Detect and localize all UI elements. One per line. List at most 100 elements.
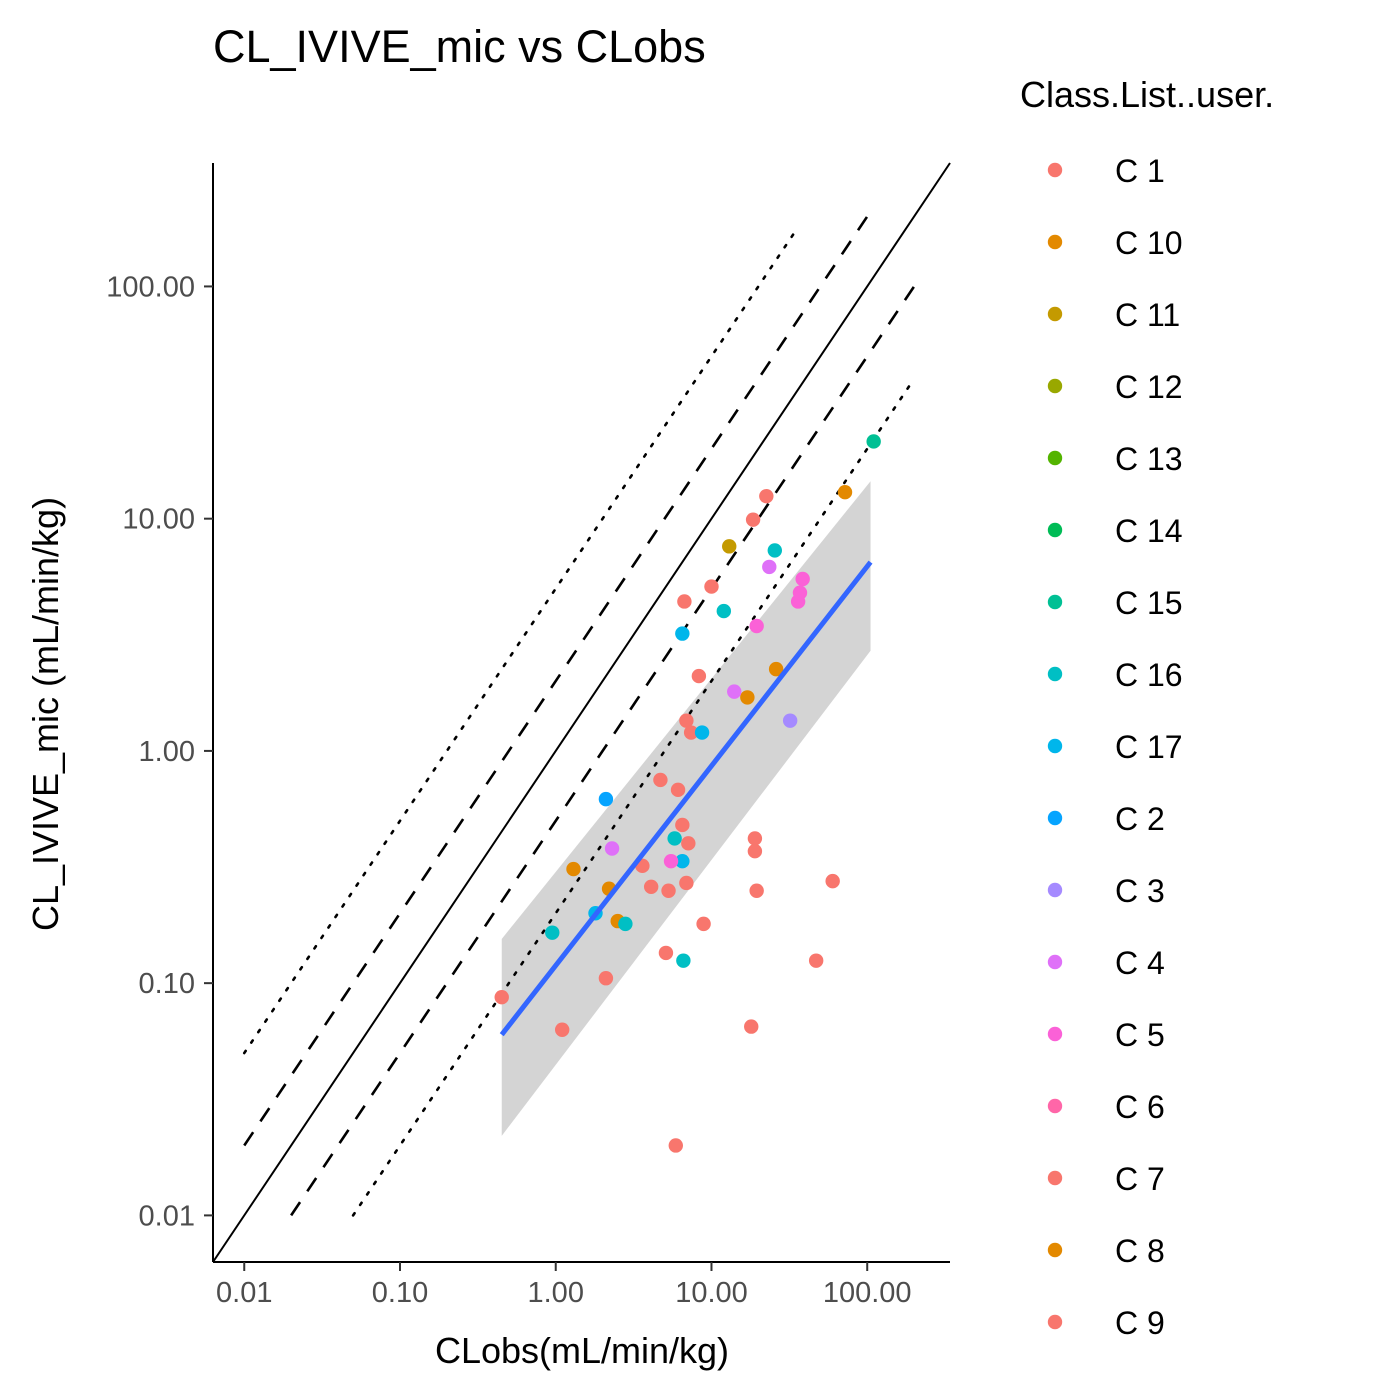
legend-key [1047, 594, 1063, 610]
data-point [683, 725, 699, 740]
legend-label: C 7 [1115, 1161, 1165, 1197]
legend-label: C 9 [1115, 1305, 1165, 1341]
x-tick-label: 100.00 [823, 1277, 912, 1309]
data-point [704, 579, 719, 594]
data-point [675, 817, 690, 833]
data-point [618, 916, 633, 932]
legend-label: C 1 [1115, 153, 1165, 189]
legend-key [1047, 1170, 1063, 1186]
legend-key [1047, 1026, 1063, 1042]
legend-key [1047, 306, 1063, 322]
reference-line-dashed-2 [290, 285, 916, 1217]
chart-title: CL_IVIVE_mic vs CLobs [213, 21, 706, 72]
data-point [681, 836, 696, 851]
data-point [668, 1138, 683, 1153]
reference-line-dotted-4 [351, 377, 916, 1217]
reference-line-dashed-1 [243, 215, 869, 1147]
legend-key [1047, 378, 1063, 394]
y-tick-label: 0.10 [139, 968, 195, 1000]
y-tick-label: 0.01 [139, 1200, 195, 1232]
legend-label: C 3 [1115, 873, 1165, 909]
legend-key [1047, 1314, 1063, 1330]
y-tick-label: 10.00 [122, 504, 195, 536]
data-point [663, 854, 679, 869]
y-tick-label: 100.00 [106, 271, 195, 303]
legend-label: C 15 [1115, 585, 1183, 621]
data-point [747, 843, 763, 859]
data-point [782, 713, 798, 728]
x-tick-label: 0.10 [372, 1277, 428, 1309]
data-point [691, 668, 707, 684]
data-point [566, 861, 581, 877]
data-point [808, 953, 824, 968]
legend-key [1047, 810, 1063, 826]
legend-key [1047, 738, 1063, 754]
legend-key [1047, 1098, 1063, 1114]
data-point [598, 971, 614, 986]
y-axis-label: CL_IVIVE_mic (mL/min/kg) [25, 497, 66, 931]
data-point [643, 879, 659, 894]
data-point [670, 782, 686, 798]
regression-line [499, 560, 873, 1037]
legend-key [1047, 522, 1063, 538]
legend-title: Class.List..user. [1020, 74, 1274, 115]
data-point [795, 571, 810, 587]
legend-label: C 14 [1115, 513, 1183, 549]
data-point [694, 725, 710, 740]
legend-label: C 10 [1115, 225, 1183, 261]
legend-label: C 13 [1115, 441, 1183, 477]
legend: C 1 C 10 C 11 C 12 C 13 C 14 C 15 C 16 C 17 C 2 C … [1047, 153, 1183, 1341]
data-point [494, 990, 509, 1005]
legend-label: C 16 [1115, 657, 1183, 693]
confidence-band [501, 481, 871, 1136]
data-point [716, 603, 732, 619]
legend-label: C 5 [1115, 1017, 1165, 1053]
data-point [675, 854, 690, 869]
legend-key [1047, 234, 1063, 250]
data-point [667, 831, 682, 846]
data-point [679, 875, 694, 891]
data-point [740, 690, 755, 705]
data-point [762, 559, 777, 575]
legend-label: C 17 [1115, 729, 1183, 765]
legend-key [1047, 954, 1063, 970]
legend-key [1047, 450, 1063, 466]
data-point [759, 488, 774, 504]
legend-label: C 11 [1115, 297, 1180, 333]
legend-key [1047, 666, 1063, 682]
legend-label: C 4 [1115, 945, 1165, 981]
data-point [679, 713, 694, 728]
y-tick-label: 1.00 [139, 736, 195, 768]
data-point [792, 585, 808, 600]
legend-key [1047, 162, 1063, 178]
data-point [658, 945, 674, 961]
legend-label: C 12 [1115, 369, 1183, 405]
data-point [653, 772, 668, 788]
legend-key [1047, 882, 1063, 898]
data-point [722, 539, 737, 554]
data-point [749, 883, 764, 898]
reference-line-dotted-3 [242, 228, 798, 1055]
data-point [767, 543, 782, 558]
data-point [768, 661, 784, 677]
legend-label: C 2 [1115, 801, 1165, 837]
data-point [744, 1019, 759, 1034]
data-point [866, 434, 881, 449]
data-point [598, 791, 614, 807]
data-point [837, 485, 853, 500]
x-tick-label: 0.01 [216, 1277, 272, 1309]
data-point [696, 916, 711, 932]
data-point [604, 841, 620, 856]
data-point [675, 626, 690, 641]
x-tick-label: 1.00 [528, 1277, 584, 1309]
legend-key [1047, 1242, 1063, 1258]
data-point [677, 594, 692, 609]
data-point [545, 925, 560, 940]
data-point [825, 873, 840, 889]
plot-area: 0.01 0.10 1.00 10.00 100.00 0.01 0.10 1.00 10.00… [106, 162, 951, 1309]
data-point [747, 831, 763, 846]
reference-line-solid-0 [212, 162, 951, 1263]
data-point [554, 1022, 570, 1037]
data-point [676, 953, 691, 968]
